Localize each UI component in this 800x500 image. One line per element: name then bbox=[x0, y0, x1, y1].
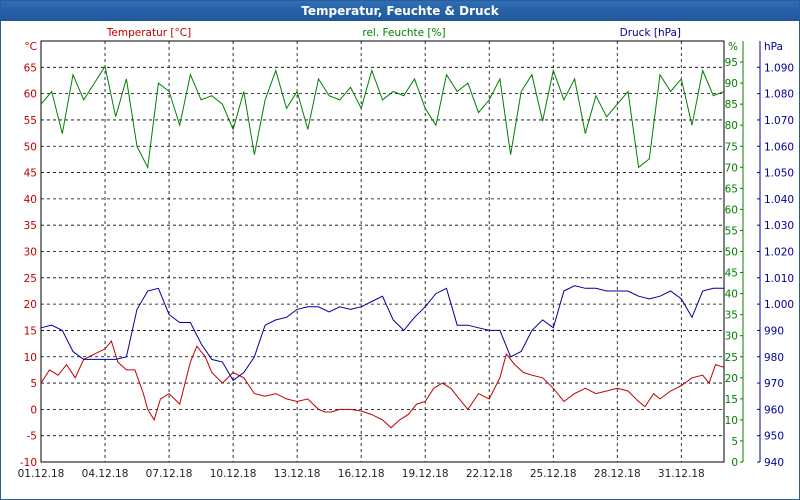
x-tick-label: 13.12.18 bbox=[274, 468, 321, 480]
y-tick-label-temperature: 40 bbox=[24, 194, 37, 206]
y-tick-label-pressure: 960 bbox=[764, 404, 784, 416]
y-tick-label-humidity: 40 bbox=[725, 289, 738, 301]
y-tick-label-temperature: 50 bbox=[24, 141, 37, 153]
y-tick-label-pressure: 1.000 bbox=[764, 299, 794, 311]
x-tick-label: 19.12.18 bbox=[402, 468, 449, 480]
window-title: Temperatur, Feuchte & Druck bbox=[301, 4, 499, 18]
title-bar: Temperatur, Feuchte & Druck bbox=[1, 1, 799, 21]
axis-unit-temperature: °C bbox=[24, 41, 37, 53]
y-tick-label-temperature: 55 bbox=[24, 115, 37, 127]
y-tick-label-temperature: 60 bbox=[24, 89, 37, 101]
y-tick-label-humidity: 15 bbox=[725, 394, 738, 406]
temperature-series-line bbox=[40, 339, 725, 429]
y-tick-label-humidity: 0 bbox=[731, 457, 738, 469]
y-tick-label-temperature: 20 bbox=[24, 299, 37, 311]
y-tick-label-humidity: 85 bbox=[725, 99, 738, 111]
y-tick-label-pressure: 1.040 bbox=[764, 194, 794, 206]
y-tick-label-humidity: 80 bbox=[725, 120, 738, 132]
y-tick-label-temperature: 0 bbox=[30, 404, 37, 416]
y-tick-label-humidity: 30 bbox=[725, 331, 738, 343]
y-tick-label-humidity: 90 bbox=[725, 78, 738, 90]
y-tick-label-humidity: 45 bbox=[725, 268, 738, 280]
axis-unit-pressure: hPa bbox=[764, 41, 783, 53]
y-tick-label-humidity: 60 bbox=[725, 204, 738, 216]
y-tick-label-humidity: 95 bbox=[725, 57, 738, 69]
legend-humidity: rel. Feuchte [%] bbox=[362, 27, 445, 39]
y-tick-label-pressure: 980 bbox=[764, 352, 784, 364]
y-tick-label-humidity: 10 bbox=[725, 415, 738, 427]
y-tick-label-temperature: 65 bbox=[24, 62, 37, 74]
y-tick-label-pressure: 1.030 bbox=[764, 220, 794, 232]
y-tick-label-humidity: 25 bbox=[725, 352, 738, 364]
pressure-series-line bbox=[40, 285, 724, 382]
y-tick-label-pressure: 1.020 bbox=[764, 247, 794, 259]
y-tick-label-humidity: 35 bbox=[725, 310, 738, 322]
x-tick-label: 28.12.18 bbox=[594, 468, 641, 480]
legend-temperature: Temperatur [°C] bbox=[106, 27, 191, 39]
x-tick-label: 10.12.18 bbox=[210, 468, 257, 480]
x-tick-label: 04.12.18 bbox=[82, 468, 129, 480]
y-tick-label-temperature: 10 bbox=[24, 352, 37, 364]
y-tick-label-temperature: 25 bbox=[24, 273, 37, 285]
y-tick-label-humidity: 55 bbox=[725, 225, 738, 237]
y-tick-label-temperature: -5 bbox=[27, 431, 37, 443]
y-tick-label-temperature: 30 bbox=[24, 247, 37, 259]
y-tick-label-pressure: 1.010 bbox=[764, 273, 794, 285]
x-tick-label: 31.12.18 bbox=[658, 468, 705, 480]
y-tick-label-humidity: 75 bbox=[725, 141, 738, 153]
humidity-series-line bbox=[40, 64, 725, 169]
y-tick-label-pressure: 990 bbox=[764, 325, 784, 337]
y-tick-label-pressure: 1.080 bbox=[764, 89, 794, 101]
x-tick-label: 22.12.18 bbox=[466, 468, 513, 480]
y-tick-label-humidity: 5 bbox=[731, 436, 738, 448]
y-tick-label-pressure: 1.090 bbox=[764, 62, 794, 74]
y-tick-label-pressure: 950 bbox=[764, 431, 784, 443]
x-tick-label: 01.12.18 bbox=[18, 468, 65, 480]
y-tick-label-temperature: -10 bbox=[20, 457, 37, 469]
y-tick-label-temperature: 45 bbox=[24, 168, 37, 180]
axis-unit-humidity: % bbox=[728, 41, 738, 53]
y-tick-label-pressure: 1.060 bbox=[764, 141, 794, 153]
legend-pressure: Druck [hPa] bbox=[620, 27, 681, 39]
x-tick-label: 07.12.18 bbox=[146, 468, 193, 480]
y-tick-label-humidity: 50 bbox=[725, 247, 738, 259]
x-tick-label: 25.12.18 bbox=[530, 468, 577, 480]
y-tick-label-temperature: 5 bbox=[30, 378, 37, 390]
y-tick-label-humidity: 70 bbox=[725, 162, 738, 174]
y-tick-label-temperature: 35 bbox=[24, 220, 37, 232]
x-tick-label: 16.12.18 bbox=[338, 468, 385, 480]
y-tick-label-pressure: 1.050 bbox=[764, 168, 794, 180]
y-tick-label-pressure: 1.070 bbox=[764, 115, 794, 127]
y-tick-label-humidity: 65 bbox=[725, 183, 738, 195]
y-tick-label-humidity: 20 bbox=[725, 373, 738, 385]
y-tick-label-pressure: 970 bbox=[764, 378, 784, 390]
y-tick-label-pressure: 940 bbox=[764, 457, 784, 469]
y-tick-label-temperature: 15 bbox=[24, 325, 37, 337]
